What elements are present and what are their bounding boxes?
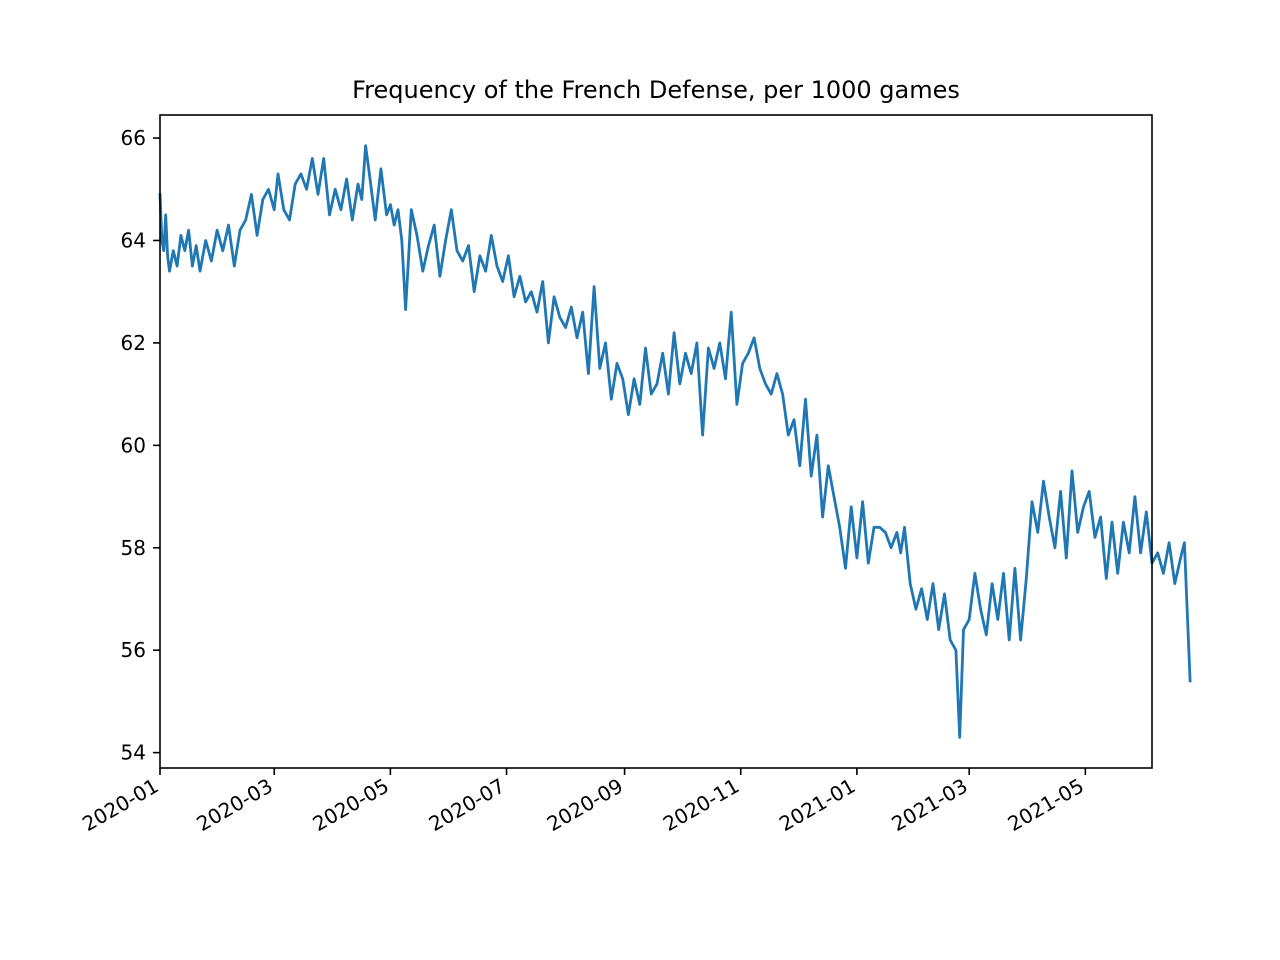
y-tick-label-2: 58	[121, 536, 146, 560]
plot-area	[158, 144, 1192, 739]
chart-title: Frequency of the French Defense, per 100…	[352, 76, 960, 104]
y-tick-label-6: 66	[121, 126, 146, 150]
series-line-0	[158, 144, 1192, 739]
axes-frame	[159, 114, 1153, 769]
y-tick-label-5: 64	[121, 228, 146, 252]
y-tick-label-4: 62	[121, 331, 146, 355]
y-tick-label-1: 56	[121, 638, 146, 662]
y-tick-label-0: 54	[121, 741, 146, 765]
y-tick-label-3: 60	[121, 433, 146, 457]
y-axis: 54 56 58 60 62 64 66	[121, 126, 160, 765]
